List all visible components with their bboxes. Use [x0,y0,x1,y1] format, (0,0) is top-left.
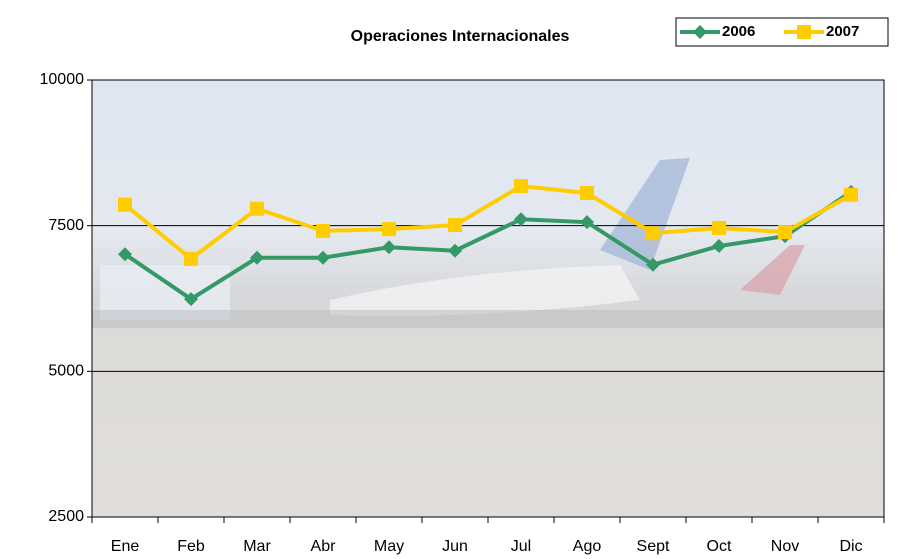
data-point [646,226,660,240]
chart: Operaciones Internacionales 2500 5000 7500… [0,0,898,559]
x-tick-label: Jun [442,538,468,555]
x-tick-label: Ene [111,538,140,555]
data-point [448,218,462,232]
x-tick-label: Abr [311,538,337,555]
x-tick-label: Feb [177,538,205,555]
data-point [778,225,792,239]
data-point [580,186,594,200]
y-tick-label: 10000 [40,71,85,88]
data-point [250,202,264,216]
legend-marker [797,25,811,39]
y-tick-label: 7500 [48,217,84,234]
y-tick-label: 2500 [48,508,84,525]
x-tick-label: Oct [707,538,732,555]
legend-label: 2006 [722,23,755,40]
x-tick-label: May [374,538,404,555]
x-tick-label: Jul [511,538,531,555]
data-point [118,198,132,212]
x-tick-label: Sept [637,538,670,555]
data-point [844,188,858,202]
data-point [514,179,528,193]
x-tick-label: Ago [573,538,602,555]
chart-title: Operaciones Internacionales [351,28,570,45]
data-point [184,252,198,266]
legend-label: 2007 [826,23,859,40]
x-tick-label: Nov [771,538,799,555]
data-point [316,224,330,238]
data-point [382,222,396,236]
data-point [712,221,726,235]
background-photo [92,80,884,517]
x-tick-label: Dic [839,538,862,555]
x-tick-label: Mar [243,538,271,555]
y-tick-label: 5000 [48,363,84,380]
